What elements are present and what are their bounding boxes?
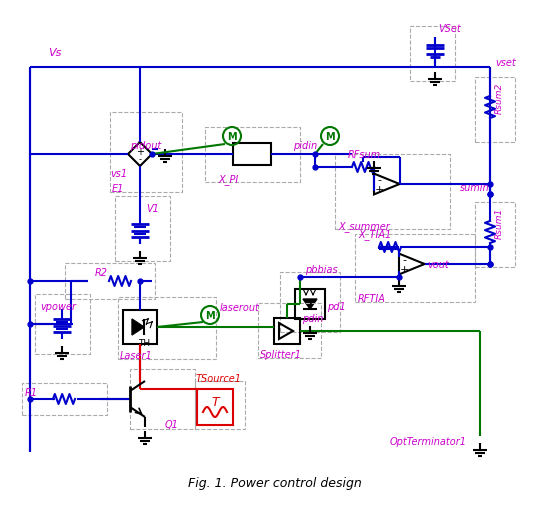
Text: pbbias: pbbias (305, 265, 338, 274)
Text: +: + (136, 147, 144, 157)
Text: RFTIA: RFTIA (358, 293, 386, 304)
Text: pidout: pidout (130, 141, 161, 150)
Text: T: T (211, 396, 219, 409)
Bar (110, 113, 182, 192)
Text: M: M (325, 132, 335, 142)
Text: sumin: sumin (460, 183, 490, 192)
Text: VSet: VSet (438, 24, 461, 34)
Text: OptTerminator1: OptTerminator1 (390, 436, 467, 446)
Bar (274, 318, 300, 344)
Text: vset: vset (495, 58, 516, 68)
Bar (295, 289, 325, 319)
Text: M: M (227, 132, 237, 142)
Text: E1: E1 (112, 184, 124, 193)
Text: Vs: Vs (48, 48, 62, 58)
Bar (355, 234, 475, 302)
Text: Laser1: Laser1 (120, 350, 153, 360)
Text: vpower: vpower (40, 301, 76, 312)
Text: vout: vout (427, 260, 449, 270)
Text: +: + (375, 184, 384, 194)
Bar (123, 311, 157, 344)
Text: X_TIA1: X_TIA1 (358, 229, 391, 239)
Text: V1: V1 (146, 204, 159, 214)
Bar (258, 304, 321, 358)
Text: laserout: laserout (220, 302, 260, 313)
Bar (475, 78, 515, 143)
Bar (118, 297, 216, 359)
Text: RFsum: RFsum (348, 149, 381, 160)
Bar (22, 383, 107, 415)
Text: TSource1: TSource1 (196, 373, 242, 383)
Text: pidin: pidin (293, 141, 317, 150)
Text: -: - (377, 175, 381, 185)
Text: Splitter1: Splitter1 (260, 349, 302, 359)
Text: X_summer: X_summer (338, 221, 390, 231)
Bar (65, 264, 155, 299)
Text: M: M (205, 311, 215, 320)
Text: TH: TH (138, 338, 150, 347)
Text: -: - (139, 155, 141, 164)
Text: R1: R1 (25, 387, 38, 397)
Bar (195, 381, 245, 429)
Text: -: - (402, 255, 406, 265)
Bar (130, 369, 195, 429)
Text: Q1: Q1 (165, 419, 179, 429)
Bar (115, 196, 170, 262)
Bar (233, 144, 271, 166)
Text: vs1: vs1 (110, 169, 127, 179)
Text: Fig. 1. Power control design: Fig. 1. Power control design (188, 477, 362, 489)
Bar (35, 294, 90, 355)
Text: Rsum1: Rsum1 (495, 208, 504, 239)
Polygon shape (132, 319, 144, 335)
Text: Rsum2: Rsum2 (495, 83, 504, 114)
Bar (475, 203, 515, 268)
Bar (410, 27, 455, 82)
Text: pdin: pdin (302, 314, 323, 323)
Text: X_PI: X_PI (218, 174, 238, 184)
Bar (280, 273, 340, 332)
Bar (335, 155, 450, 230)
Text: R2: R2 (95, 268, 108, 277)
Text: +: + (399, 264, 409, 274)
Bar (197, 389, 233, 425)
Polygon shape (303, 299, 317, 310)
Bar (205, 128, 300, 183)
Text: pd1: pd1 (327, 301, 346, 312)
